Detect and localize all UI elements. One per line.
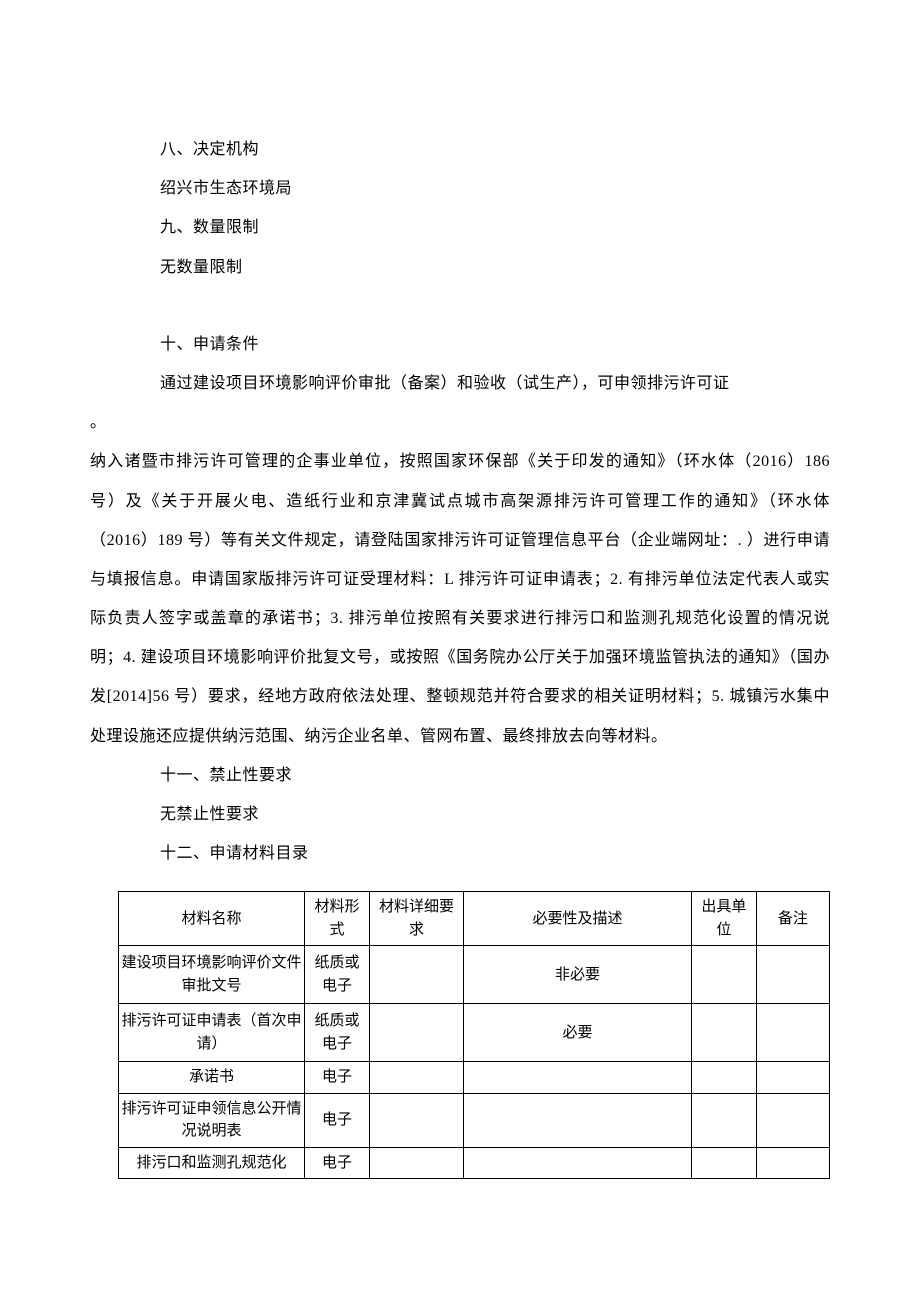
cell-form: 电子 xyxy=(305,1147,370,1179)
cell-form: 电子 xyxy=(305,1093,370,1147)
th-note: 备注 xyxy=(756,892,829,946)
section-10-para-text: 纳入诸暨市排污许可管理的企事业单位，按照国家环保部《关于印发的通知》（环水体（2… xyxy=(90,442,830,756)
section-10-para: 纳入诸暨市排污许可管理的企事业单位，按照国家环保部《关于印发的通知》（环水体（2… xyxy=(0,442,920,756)
cell-name: 排污许可证申领信息公开情况说明表 xyxy=(119,1093,305,1147)
section-8: 八、决定机构 绍兴市生态环境局 九、数量限制 无数量限制 xyxy=(0,130,920,287)
cell-name: 承诺书 xyxy=(119,1062,305,1094)
th-need: 必要性及描述 xyxy=(464,892,692,946)
cell-issuer xyxy=(691,946,756,1004)
section-11-body: 无禁止性要求 xyxy=(160,795,830,834)
table-row: 排污口和监测孔规范化 电子 xyxy=(119,1147,830,1179)
cell-name: 排污许可证申请表（首次申请） xyxy=(119,1004,305,1062)
cell-detail xyxy=(369,946,463,1004)
cell-note xyxy=(756,1147,829,1179)
section-10-period: 。 xyxy=(0,403,920,442)
cell-note xyxy=(756,1004,829,1062)
section-10-line1: 通过建设项目环境影响评价审批（备案）和验收（试生产），可申领排污许可证 xyxy=(160,364,830,403)
cell-need xyxy=(464,1062,692,1094)
cell-note xyxy=(756,946,829,1004)
table-header-row: 材料名称 材料形式 材料详细要求 必要性及描述 出具单位 备注 xyxy=(119,892,830,946)
section-10-head: 十、申请条件 通过建设项目环境影响评价审批（备案）和验收（试生产），可申领排污许… xyxy=(0,325,920,403)
document-page: 八、决定机构 绍兴市生态环境局 九、数量限制 无数量限制 十、申请条件 通过建设… xyxy=(0,0,920,1301)
cell-detail xyxy=(369,1093,463,1147)
table-row: 承诺书 电子 xyxy=(119,1062,830,1094)
section-8-body: 绍兴市生态环境局 xyxy=(160,169,830,208)
section-9-title: 九、数量限制 xyxy=(160,208,830,247)
cell-detail xyxy=(369,1062,463,1094)
materials-table: 材料名称 材料形式 材料详细要求 必要性及描述 出具单位 备注 建设项目环境影响… xyxy=(118,891,830,1179)
section-10-title: 十、申请条件 xyxy=(160,325,830,364)
cell-need xyxy=(464,1093,692,1147)
cell-issuer xyxy=(691,1147,756,1179)
section-11-12: 十一、禁止性要求 无禁止性要求 十二、申请材料目录 xyxy=(0,756,920,874)
cell-form: 电子 xyxy=(305,1062,370,1094)
table-row: 建设项目环境影响评价文件审批文号 纸质或电子 非必要 xyxy=(119,946,830,1004)
table-row: 排污许可证申请表（首次申请） 纸质或电子 必要 xyxy=(119,1004,830,1062)
cell-detail xyxy=(369,1147,463,1179)
cell-name: 排污口和监测孔规范化 xyxy=(119,1147,305,1179)
cell-issuer xyxy=(691,1004,756,1062)
cell-issuer xyxy=(691,1093,756,1147)
th-name: 材料名称 xyxy=(119,892,305,946)
section-12-title: 十二、申请材料目录 xyxy=(160,834,830,873)
cell-form: 纸质或电子 xyxy=(305,946,370,1004)
th-issuer: 出具单位 xyxy=(691,892,756,946)
cell-detail xyxy=(369,1004,463,1062)
cell-issuer xyxy=(691,1062,756,1094)
cell-need: 非必要 xyxy=(464,946,692,1004)
section-8-title: 八、决定机构 xyxy=(160,130,830,169)
cell-name: 建设项目环境影响评价文件审批文号 xyxy=(119,946,305,1004)
section-11-title: 十一、禁止性要求 xyxy=(160,756,830,795)
th-form: 材料形式 xyxy=(305,892,370,946)
th-detail: 材料详细要求 xyxy=(369,892,463,946)
table-row: 排污许可证申领信息公开情况说明表 电子 xyxy=(119,1093,830,1147)
section-9-body: 无数量限制 xyxy=(160,248,830,287)
cell-note xyxy=(756,1093,829,1147)
cell-need: 必要 xyxy=(464,1004,692,1062)
cell-need xyxy=(464,1147,692,1179)
blank-line xyxy=(0,287,920,325)
cell-form: 纸质或电子 xyxy=(305,1004,370,1062)
cell-note xyxy=(756,1062,829,1094)
